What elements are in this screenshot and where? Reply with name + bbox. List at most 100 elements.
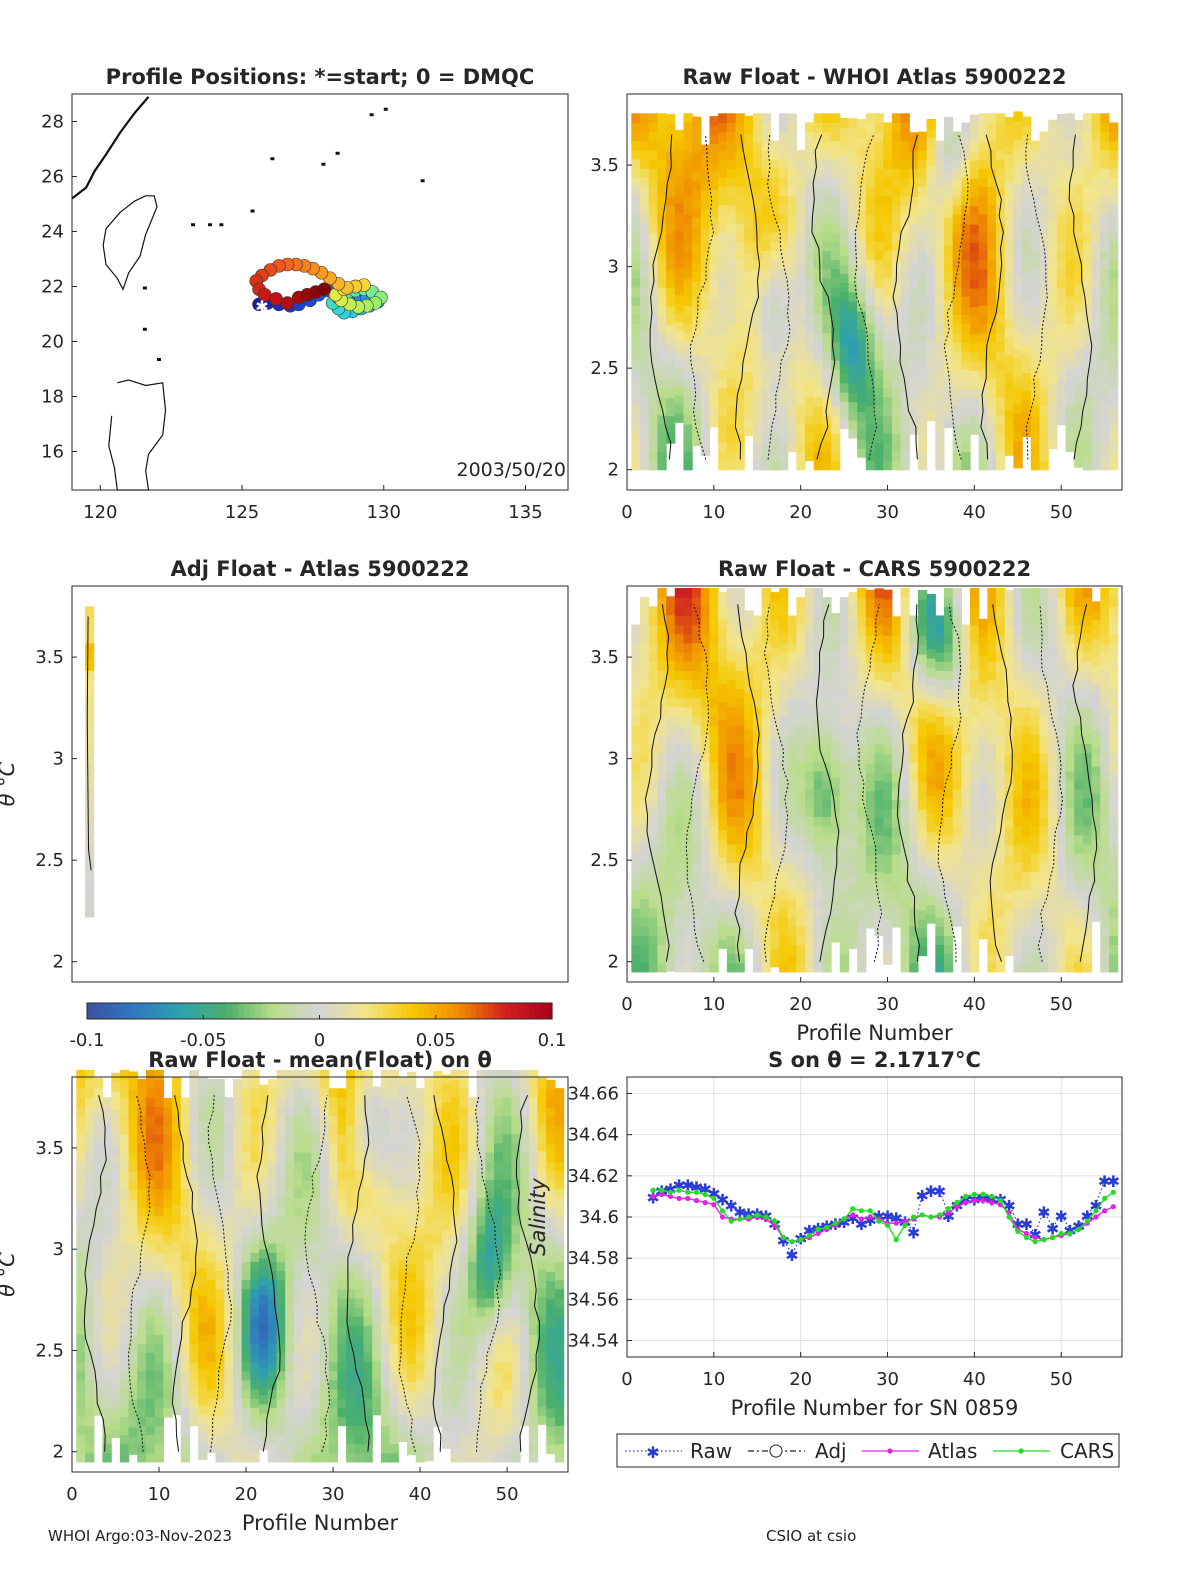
heat-cell <box>683 880 693 891</box>
heat-cell <box>657 715 667 726</box>
heat-cell <box>865 222 876 233</box>
heat-cell <box>900 615 910 626</box>
heat-cell <box>1013 688 1023 699</box>
heat-cell <box>640 880 650 891</box>
heat-cell <box>805 816 815 827</box>
heat-cell <box>1100 652 1110 662</box>
heat-cell <box>865 827 876 838</box>
heat-cell <box>822 250 832 261</box>
heat-cell <box>848 145 858 156</box>
heat-cell <box>119 1188 130 1199</box>
heat-cell <box>1022 390 1032 401</box>
heat-cell <box>1056 168 1067 179</box>
heat-cell <box>692 935 702 946</box>
heat-cell <box>137 1097 147 1107</box>
heat-cell <box>909 342 919 353</box>
heat-cell <box>970 816 980 827</box>
heat-cell <box>128 1208 138 1218</box>
colorbar-segment <box>348 1003 355 1019</box>
heat-cell <box>85 1215 95 1226</box>
heat-cell <box>987 387 997 398</box>
heat-cell <box>1056 260 1067 270</box>
heat-cell <box>1065 423 1075 434</box>
heat-cell <box>857 926 867 936</box>
heat-cell <box>987 615 997 626</box>
heat-cell <box>1039 424 1049 434</box>
heat-cell <box>770 186 780 197</box>
heat-cell <box>657 314 667 325</box>
heat-cell <box>805 378 815 388</box>
heat-cell <box>1108 779 1119 790</box>
heat-cell <box>805 907 815 918</box>
heat-cell <box>640 350 650 361</box>
heat-cell <box>813 387 823 398</box>
heat-cell <box>987 369 997 379</box>
heat-cell <box>778 642 789 653</box>
heat-cell <box>978 792 988 803</box>
heat-cell <box>1004 599 1015 609</box>
heat-cell <box>752 387 763 398</box>
heat-cell <box>648 369 658 379</box>
heat-cell <box>787 122 797 133</box>
heat-cell <box>1108 624 1119 635</box>
heat-cell <box>692 725 702 735</box>
heat-cell <box>85 1151 95 1162</box>
heat-cell <box>805 305 815 315</box>
heat-cell <box>1065 268 1075 279</box>
heat-cell <box>1039 789 1049 799</box>
heat-cell <box>735 433 745 443</box>
heat-cell <box>718 232 728 242</box>
heat-cell <box>839 843 850 854</box>
heat-cell <box>1048 697 1058 708</box>
heat-cell <box>1048 284 1058 294</box>
heat-cell <box>778 706 789 717</box>
heat-cell <box>865 305 876 315</box>
heat-cell <box>778 843 789 854</box>
heat-cell <box>640 442 650 453</box>
heat-cell <box>857 183 867 193</box>
heat-cell <box>640 332 650 343</box>
heat-cell <box>1013 349 1023 359</box>
heat-cell <box>1100 825 1110 836</box>
heat-cell <box>631 204 641 215</box>
heat-cell <box>1022 761 1032 772</box>
heat-cell <box>935 807 945 818</box>
heat-cell <box>640 369 650 379</box>
heat-cell <box>831 622 841 632</box>
heat-cell <box>1013 312 1023 323</box>
heat-cell <box>631 917 641 927</box>
heat-cell <box>726 149 737 160</box>
heat-cell <box>787 415 797 425</box>
heat-cell <box>1065 926 1075 936</box>
heat-cell <box>1065 944 1075 955</box>
heat-cell <box>831 759 841 769</box>
heat-cell <box>1074 421 1084 432</box>
heat-cell <box>718 774 728 785</box>
heat-cell <box>1074 715 1084 726</box>
heat-cell <box>683 451 693 462</box>
heat-cell <box>1013 166 1023 176</box>
heat-cell <box>874 168 884 178</box>
heat-cell <box>119 1361 130 1372</box>
heat-cell <box>726 195 737 206</box>
heat-cell <box>1022 418 1032 428</box>
heat-cell <box>111 1355 121 1366</box>
heat-cell <box>631 341 641 352</box>
heat-cell <box>93 1150 104 1161</box>
heat-cell <box>831 113 841 124</box>
heat-cell <box>674 239 685 250</box>
heat-cell <box>137 1170 147 1180</box>
colorbar-segment <box>232 1003 239 1019</box>
heat-cell <box>996 442 1006 453</box>
heat-cell <box>1065 158 1075 169</box>
heat-cell <box>718 424 728 434</box>
heat-cell <box>857 164 867 175</box>
heat-cell <box>631 926 641 936</box>
heat-cell <box>987 195 997 206</box>
heat-cell <box>917 800 928 810</box>
heat-cell <box>718 213 728 224</box>
heat-cell <box>1013 789 1023 799</box>
heat-cell <box>917 763 928 774</box>
heat-cell <box>805 679 815 690</box>
heat-cell <box>857 807 867 818</box>
